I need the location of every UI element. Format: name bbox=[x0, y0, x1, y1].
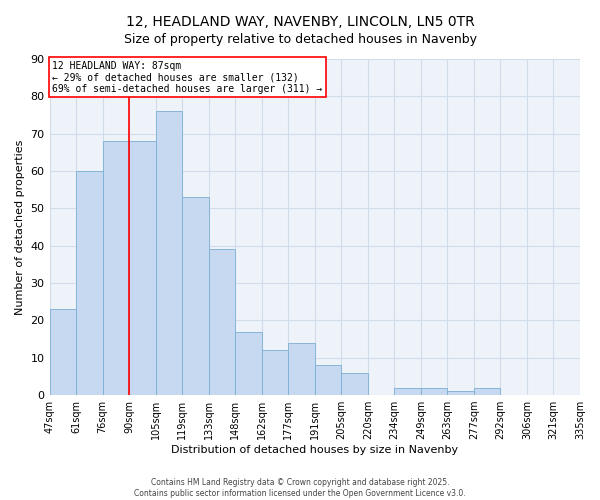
Y-axis label: Number of detached properties: Number of detached properties bbox=[15, 140, 25, 314]
Bar bbox=[315, 365, 341, 395]
Bar bbox=[341, 372, 368, 395]
Bar bbox=[474, 388, 500, 395]
Bar bbox=[448, 392, 474, 395]
Bar bbox=[421, 388, 448, 395]
Bar bbox=[394, 388, 421, 395]
Bar bbox=[209, 250, 235, 395]
X-axis label: Distribution of detached houses by size in Navenby: Distribution of detached houses by size … bbox=[171, 445, 458, 455]
Bar bbox=[155, 112, 182, 395]
Bar bbox=[50, 309, 76, 395]
Bar bbox=[288, 343, 315, 395]
Bar bbox=[262, 350, 288, 395]
Text: Size of property relative to detached houses in Navenby: Size of property relative to detached ho… bbox=[124, 32, 476, 46]
Text: Contains HM Land Registry data © Crown copyright and database right 2025.
Contai: Contains HM Land Registry data © Crown c… bbox=[134, 478, 466, 498]
Text: 12, HEADLAND WAY, NAVENBY, LINCOLN, LN5 0TR: 12, HEADLAND WAY, NAVENBY, LINCOLN, LN5 … bbox=[125, 15, 475, 29]
Text: 12 HEADLAND WAY: 87sqm
← 29% of detached houses are smaller (132)
69% of semi-de: 12 HEADLAND WAY: 87sqm ← 29% of detached… bbox=[52, 60, 322, 94]
Bar bbox=[182, 197, 209, 395]
Bar bbox=[235, 332, 262, 395]
Bar bbox=[103, 141, 129, 395]
Bar bbox=[76, 171, 103, 395]
Bar bbox=[129, 141, 155, 395]
